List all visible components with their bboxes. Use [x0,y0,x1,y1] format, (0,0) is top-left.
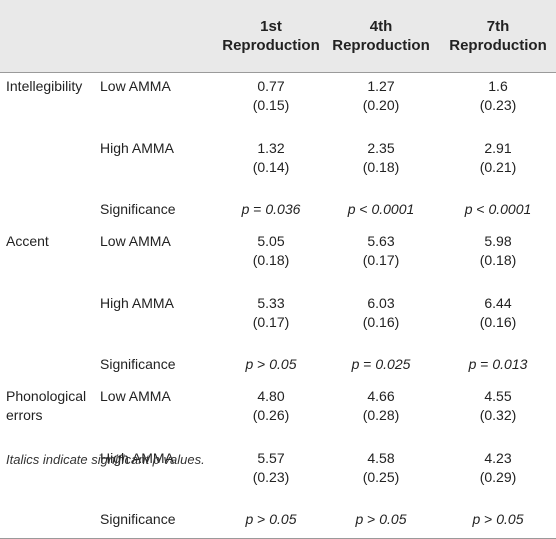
group-label: Accent [6,233,49,249]
table-body: Intellegibility Low AMMA 0.77 (0.15) 1.27 (0.… [0,73,556,539]
p-value: p < 0.0001 [464,201,532,217]
mean-value: 5.63 [367,233,395,249]
table-row: Intellegibility Low AMMA 0.77 (0.15) 1.27 (0.… [0,73,556,136]
sd-value: (0.18) [362,159,400,175]
value-cell: 1.6 (0.23) [440,73,556,136]
value-cell: 1.32 (0.14) [220,135,322,197]
significance-label: Significance [100,356,176,372]
value-cell: 2.91 (0.21) [440,135,556,197]
p-value: p < 0.0001 [347,201,415,217]
value-cell: 5.33 (0.17) [220,290,322,352]
value-cell: 4.58 (0.25) [322,445,440,507]
header-empty-cell [96,0,220,73]
p-value: p > 0.05 [220,507,322,539]
group-label: Intellegibility [6,78,83,94]
sd-value: (0.17) [362,252,400,268]
mean-value: 1.6 [488,78,508,94]
value-cell: 6.44 (0.16) [440,290,556,352]
mean-value: 5.57 [257,450,285,466]
header-col-4th: 4th Reproduction [322,0,440,73]
p-value: p > 0.05 [245,356,297,372]
table-row: Accent Low AMMA 5.05 (0.18) 5.63 (0.17) 5.98 (0… [0,228,556,290]
condition-label: Low AMMA [100,388,171,404]
header-col-7th: 7th Reproduction [440,0,556,73]
value-cell: 4.55 (0.32) [440,383,556,445]
value-cell: 5.63 (0.17) [322,228,440,290]
table-footnote: Italics indicate significant p values. [6,452,205,467]
sd-value: (0.28) [362,407,400,423]
condition-label: Low AMMA [100,233,171,249]
mean-value: 5.33 [257,295,285,311]
significance-row: Significance p > 0.05 p = 0.025 p = 0.013 [0,352,556,383]
value-cell: 2.35 (0.18) [322,135,440,197]
table-row: High AMMA 5.33 (0.17) 6.03 (0.16) 6.44 (0.16) [0,290,556,352]
sd-value: (0.20) [362,97,400,113]
sd-value: (0.14) [252,159,290,175]
value-cell: 5.98 (0.18) [440,228,556,290]
value-cell: 5.05 (0.18) [220,228,322,290]
header-col-1st: 1st Reproduction [220,0,322,73]
p-value: p > 0.05 [322,507,440,539]
sd-value: (0.16) [362,314,400,330]
mean-value: 1.32 [257,140,285,156]
sd-value: (0.32) [479,407,517,423]
significance-label: Significance [100,201,176,217]
sd-value: (0.18) [252,252,290,268]
value-cell: 6.03 (0.16) [322,290,440,352]
header-empty-cell [0,0,96,73]
mean-value: 4.23 [484,450,512,466]
mean-value: 1.27 [367,78,395,94]
condition-label: High AMMA [100,450,174,466]
sd-value: (0.15) [252,97,290,113]
value-cell: 5.57 (0.23) [220,445,322,507]
mean-value: 5.05 [257,233,285,249]
mean-value: 6.44 [484,295,512,311]
condition-label: High AMMA [100,140,174,156]
sd-value: (0.17) [252,314,290,330]
sd-value: (0.25) [362,469,400,485]
value-cell: 0.77 (0.15) [220,73,322,136]
condition-label: Low AMMA [100,78,171,94]
condition-label: High AMMA [100,295,174,311]
mean-value: 2.91 [484,140,512,156]
mean-value: 4.66 [367,388,395,404]
value-cell: 4.23 (0.29) [440,445,556,507]
sd-value: (0.26) [252,407,290,423]
significance-label: Significance [96,507,220,539]
value-cell: 4.66 (0.28) [322,383,440,445]
value-cell: 1.27 (0.20) [322,73,440,136]
mean-value: 4.55 [484,388,512,404]
sd-value: (0.21) [479,159,517,175]
sd-value: (0.18) [479,252,517,268]
sd-value: (0.16) [479,314,517,330]
sd-value: (0.23) [252,469,290,485]
significance-row: Significance p = 0.036 p < 0.0001 p < 0.000… [0,197,556,228]
sd-value: (0.29) [479,469,517,485]
p-value: p = 0.025 [351,356,411,372]
mean-value: 4.58 [367,450,395,466]
mean-value: 5.98 [484,233,512,249]
mean-value: 6.03 [367,295,395,311]
p-value: p = 0.036 [241,201,301,217]
value-cell: 4.80 (0.26) [220,383,322,445]
mean-value: 4.80 [257,388,285,404]
mean-value: 0.77 [257,78,285,94]
header-row: 1st Reproduction 4th Reproduction 7th Repro… [0,0,556,73]
table-row: Phonological errors Low AMMA 4.80 (0.26) 4.6… [0,383,556,539]
p-value: p = 0.013 [468,356,528,372]
p-value: p > 0.05 [440,507,556,539]
sd-value: (0.23) [479,97,517,113]
table-row: High AMMA 1.32 (0.14) 2.35 (0.18) 2.91 (0.21) [0,135,556,197]
mean-value: 2.35 [367,140,395,156]
